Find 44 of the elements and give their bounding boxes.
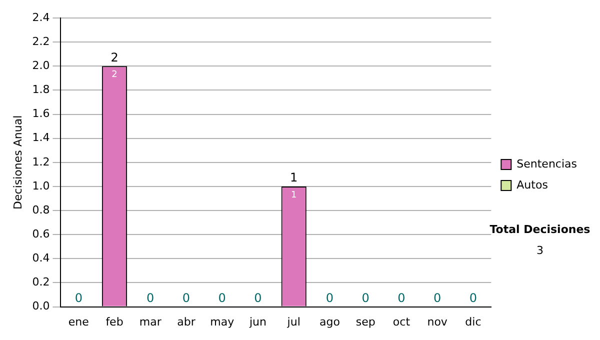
- y-tick-label: 0.4: [32, 252, 50, 265]
- total-label: 0: [146, 290, 154, 305]
- total-label: 0: [326, 290, 334, 305]
- y-tick-label: 1.0: [32, 179, 50, 192]
- x-tick-label: nov: [427, 315, 448, 328]
- total-label: 0: [362, 290, 370, 305]
- y-tick-label: 0.0: [32, 300, 50, 313]
- x-tick-label: may: [210, 315, 235, 328]
- total-label: 1: [290, 170, 298, 185]
- y-tick-label: 0.8: [32, 203, 50, 216]
- total-label: 0: [398, 290, 406, 305]
- total-label: 0: [469, 290, 478, 305]
- y-tick-label: 1.8: [32, 83, 50, 96]
- x-tick-label: ene: [68, 315, 90, 328]
- legend-label: Autos: [516, 178, 548, 192]
- y-tick-label: 0.6: [32, 227, 50, 240]
- y-axis-title: Decisiones Anual: [11, 115, 24, 210]
- y-tick-label: 0.2: [32, 276, 50, 289]
- x-tick-label: abr: [177, 315, 196, 328]
- x-tick-label: feb: [106, 315, 124, 328]
- x-tick-label: jun: [248, 315, 267, 328]
- total-label: 0: [434, 290, 442, 305]
- x-tick-label: jul: [286, 315, 300, 328]
- x-tick-label: ago: [320, 315, 340, 328]
- y-tick-label: 1.2: [32, 155, 50, 168]
- x-tick-label: dic: [465, 315, 482, 328]
- y-tick-label: 2.2: [32, 34, 50, 48]
- y-tick-label: 2.0: [32, 58, 50, 72]
- total-label: 0: [182, 290, 190, 305]
- total-label: 2: [110, 50, 118, 64]
- x-tick-label: mar: [139, 315, 162, 328]
- data-label: 2: [112, 70, 118, 80]
- total-label: 0: [218, 290, 226, 305]
- text: 3: [536, 244, 544, 257]
- annotation: Total Decisiones: [488, 223, 592, 236]
- legend-label: Sentencias: [516, 157, 578, 170]
- y-tick-label: 1.6: [32, 107, 50, 120]
- x-tick-label: oct: [392, 315, 411, 328]
- total-label: 0: [74, 290, 82, 305]
- x-tick-label: sep: [356, 315, 376, 328]
- total-label: 0: [254, 290, 262, 305]
- y-tick-label: 1.4: [32, 131, 50, 144]
- y-tick-label: 2.4: [32, 10, 50, 24]
- data-label: 1: [290, 190, 297, 200]
